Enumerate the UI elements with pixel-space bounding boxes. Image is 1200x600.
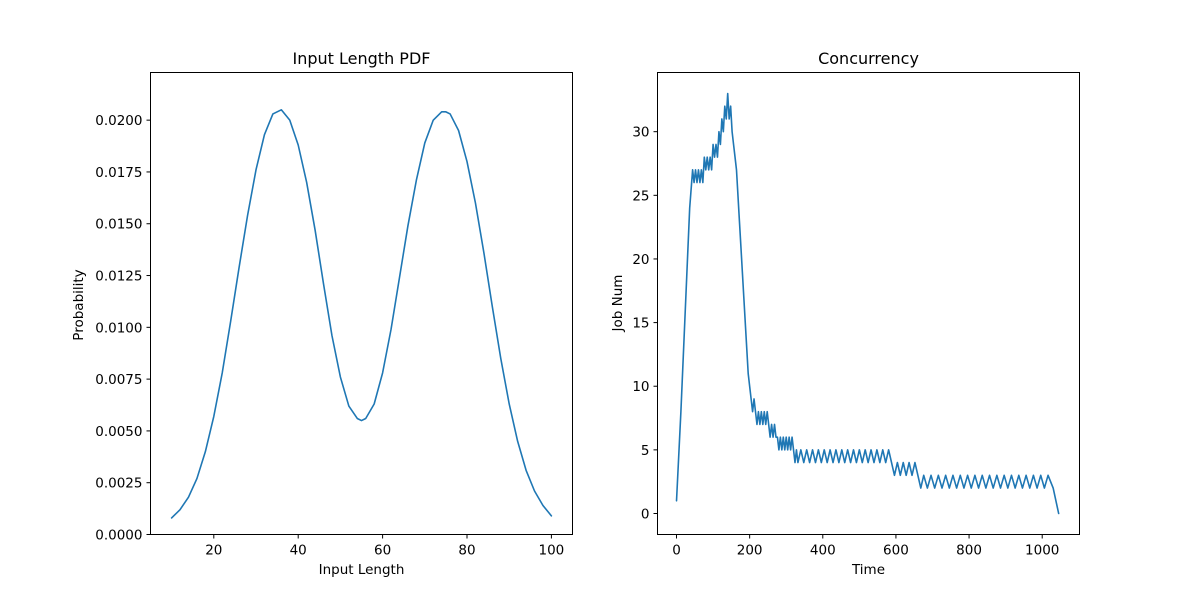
x-tick-label: 1000 (1025, 543, 1059, 559)
chart-title: Input Length PDF (293, 49, 431, 68)
x-tick-label: 40 (290, 543, 307, 559)
x-tick-label: 80 (458, 543, 475, 559)
y-tick-label: 10 (632, 379, 649, 395)
series-layer (170, 108, 553, 519)
x-tick-label: 800 (956, 543, 982, 559)
y-tick-label: 5 (641, 443, 650, 459)
y-tick-label: 0.0175 (95, 165, 142, 181)
x-tick-label: 0 (672, 543, 681, 559)
x-tick-label: 200 (737, 543, 763, 559)
tick-layer: 0 200 400 600 800 1000 0 5 10 15 20 25 30 (632, 125, 1059, 559)
y-axis-label: Job Num (610, 275, 626, 333)
x-tick-label: 100 (539, 543, 565, 559)
x-tick-label: 60 (374, 543, 391, 559)
series-line (675, 92, 1060, 515)
y-tick-label: 0.0200 (95, 113, 142, 129)
chart-title: Concurrency (818, 49, 919, 68)
y-tick-label: 0.0150 (95, 217, 142, 233)
y-tick-label: 30 (632, 125, 649, 141)
x-axis-label: Input Length (319, 562, 405, 578)
x-tick-label: 400 (810, 543, 836, 559)
tick-layer: 20 40 60 80 100 0.0000 0.0025 0.0050 0.0075 0.010… (95, 113, 564, 558)
plot-frame (150, 72, 573, 535)
series-layer (675, 92, 1060, 515)
series-line (170, 108, 553, 519)
x-tick-label: 20 (205, 543, 222, 559)
y-tick-label: 0 (641, 507, 650, 523)
y-tick-label: 0.0000 (95, 528, 142, 544)
y-tick-label: 25 (632, 188, 649, 204)
x-tick-label: 600 (883, 543, 909, 559)
y-tick-label: 15 (632, 316, 649, 332)
y-tick-label: 0.0100 (95, 320, 142, 336)
x-axis-label: Time (851, 562, 885, 578)
subplot-input-length-pdf: Input Length PDF Input Length Probabilit… (71, 49, 573, 578)
y-tick-label: 0.0075 (95, 372, 142, 388)
y-tick-label: 0.0050 (95, 424, 142, 440)
subplot-concurrency: Concurrency Time Job Num 0 200 400 600 800 10… (610, 49, 1080, 578)
y-axis-label: Probability (71, 269, 87, 340)
y-tick-label: 0.0125 (95, 269, 142, 285)
plot-frame (657, 72, 1080, 535)
y-tick-label: 20 (632, 252, 649, 268)
y-tick-label: 0.0025 (95, 476, 142, 492)
